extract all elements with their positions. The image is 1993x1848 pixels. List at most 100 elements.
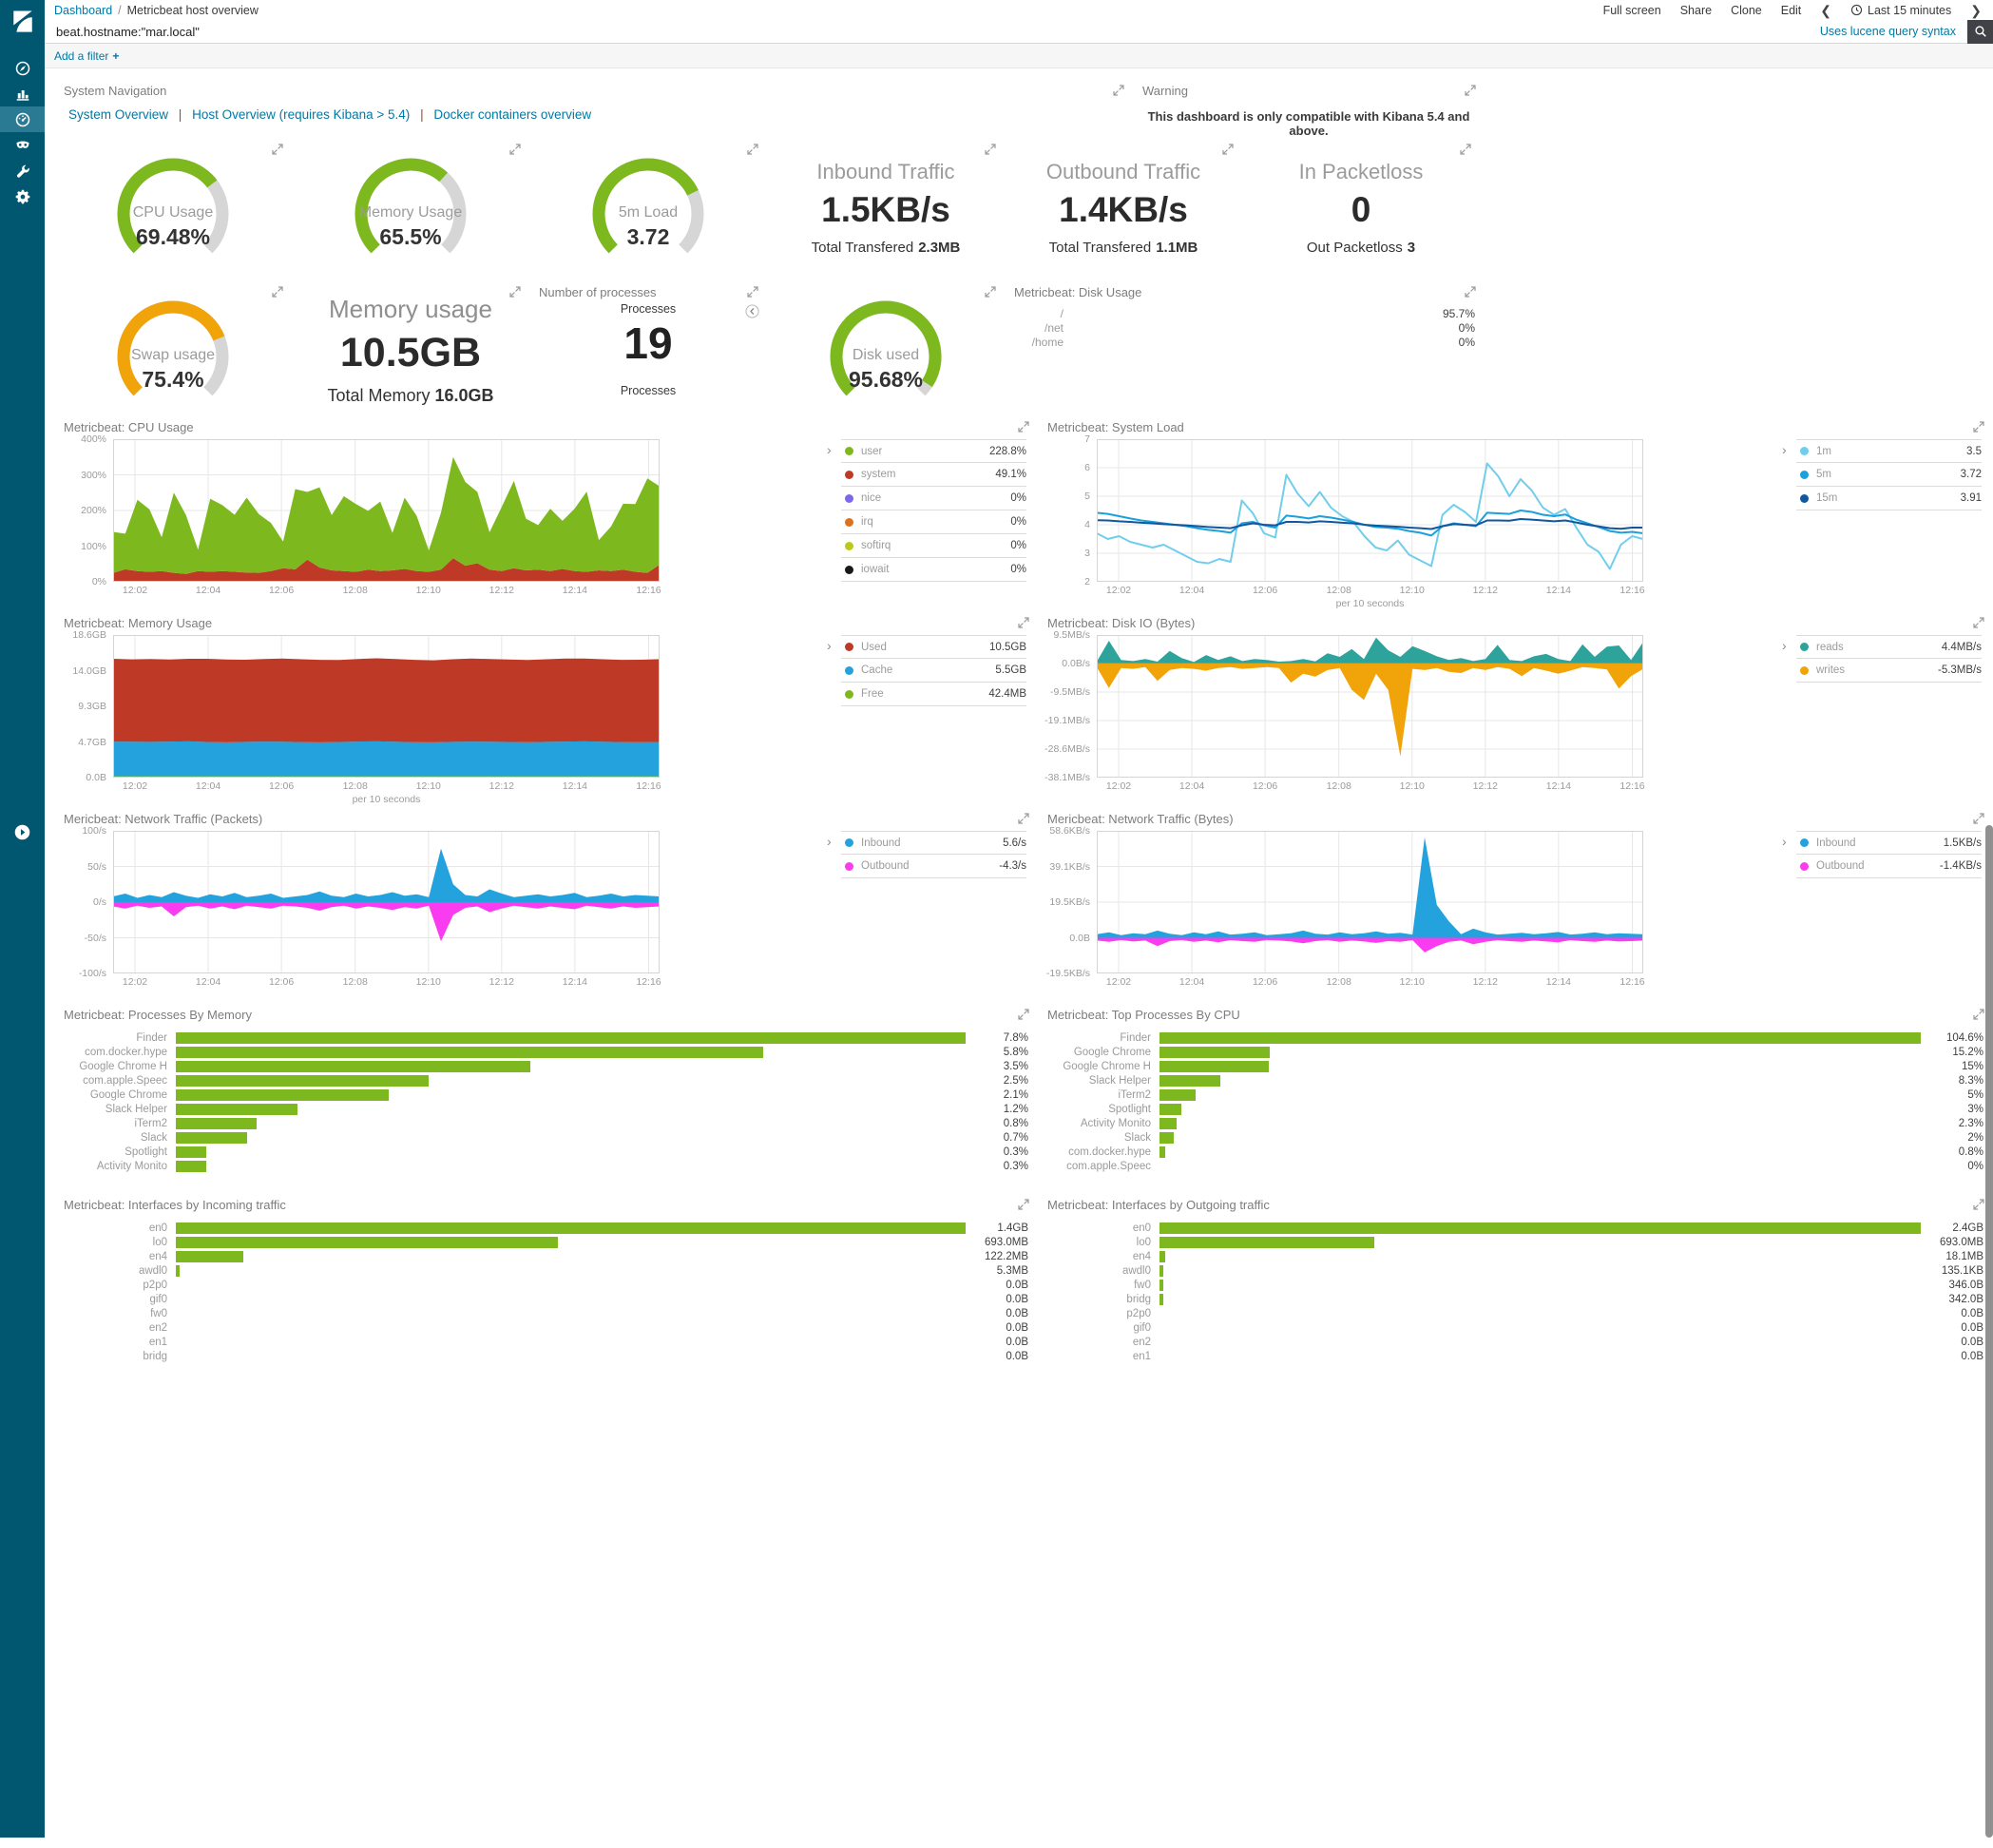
full-screen-button[interactable]: Full screen bbox=[1603, 4, 1661, 17]
sidebar-item-visualize[interactable] bbox=[0, 81, 45, 106]
bar[interactable] bbox=[1159, 1075, 1220, 1087]
expand-panel-icon[interactable] bbox=[509, 144, 521, 155]
chart-canvas[interactable] bbox=[1097, 831, 1643, 973]
expand-panel-icon[interactable] bbox=[1973, 617, 1984, 628]
bar[interactable] bbox=[1159, 1032, 1921, 1044]
bar[interactable] bbox=[176, 1061, 530, 1072]
edit-button[interactable]: Edit bbox=[1781, 4, 1802, 17]
expand-panel-icon[interactable] bbox=[1018, 1199, 1029, 1210]
chart-canvas[interactable] bbox=[113, 635, 660, 778]
share-button[interactable]: Share bbox=[1680, 4, 1712, 17]
add-filter-plus-icon[interactable]: + bbox=[112, 49, 119, 63]
expand-panel-icon[interactable] bbox=[1222, 144, 1234, 155]
legend-item[interactable]: writes-5.3MB/s bbox=[1796, 659, 1982, 683]
chart-canvas[interactable] bbox=[113, 831, 660, 973]
bar[interactable] bbox=[176, 1104, 297, 1115]
bar[interactable] bbox=[176, 1265, 180, 1277]
bar[interactable] bbox=[176, 1222, 966, 1234]
time-picker[interactable]: Last 15 minutes bbox=[1850, 4, 1951, 17]
expand-panel-icon[interactable] bbox=[1465, 286, 1476, 298]
clone-button[interactable]: Clone bbox=[1731, 4, 1762, 17]
bar[interactable] bbox=[1159, 1280, 1163, 1291]
expand-panel-icon[interactable] bbox=[1018, 813, 1029, 824]
expand-panel-icon[interactable] bbox=[272, 144, 283, 155]
bar[interactable] bbox=[1159, 1104, 1181, 1115]
bar[interactable] bbox=[1159, 1294, 1163, 1305]
bar[interactable] bbox=[1159, 1146, 1165, 1158]
bar[interactable] bbox=[1159, 1061, 1269, 1072]
bar[interactable] bbox=[176, 1237, 558, 1248]
bar[interactable] bbox=[1159, 1265, 1163, 1277]
expand-panel-icon[interactable] bbox=[985, 144, 996, 155]
bar[interactable] bbox=[176, 1251, 243, 1262]
bar[interactable] bbox=[1159, 1237, 1374, 1248]
expand-panel-icon[interactable] bbox=[1460, 144, 1471, 155]
lucene-syntax-link[interactable]: Uses lucene query syntax bbox=[1820, 25, 1956, 38]
expand-panel-icon[interactable] bbox=[509, 286, 521, 298]
bar[interactable] bbox=[176, 1161, 206, 1172]
expand-panel-icon[interactable] bbox=[1973, 421, 1984, 433]
expand-panel-icon[interactable] bbox=[272, 286, 283, 298]
link-system-overview[interactable]: System Overview bbox=[68, 107, 168, 122]
bar[interactable] bbox=[176, 1132, 247, 1144]
bar[interactable] bbox=[176, 1075, 429, 1087]
bar[interactable] bbox=[1159, 1222, 1921, 1234]
time-back-icon[interactable]: ❮ bbox=[1820, 4, 1831, 17]
legend-collapse-icon[interactable]: › bbox=[827, 442, 832, 457]
sidebar-item-dev-tools[interactable] bbox=[0, 158, 45, 183]
legend-collapse-icon[interactable]: › bbox=[1782, 834, 1787, 849]
breadcrumb-dashboard-link[interactable]: Dashboard bbox=[54, 4, 112, 17]
legend-collapse-icon[interactable]: › bbox=[827, 834, 832, 849]
sidebar-collapse-button[interactable] bbox=[0, 823, 45, 841]
expand-panel-icon[interactable] bbox=[1018, 1009, 1029, 1020]
expand-panel-icon[interactable] bbox=[1973, 1009, 1984, 1020]
sidebar-item-timelion[interactable] bbox=[0, 132, 45, 158]
link-host-overview[interactable]: Host Overview (requires Kibana > 5.4) bbox=[192, 107, 410, 122]
bar[interactable] bbox=[1159, 1118, 1177, 1129]
add-filter-link[interactable]: Add a filter bbox=[54, 49, 108, 63]
expand-panel-icon[interactable] bbox=[1465, 85, 1476, 96]
sidebar-item-discover[interactable] bbox=[0, 55, 45, 81]
expand-panel-icon[interactable] bbox=[985, 286, 996, 298]
chart-canvas[interactable] bbox=[113, 439, 660, 582]
legend-collapse-icon[interactable]: › bbox=[1782, 442, 1787, 457]
chart-canvas[interactable] bbox=[1097, 635, 1643, 778]
bar[interactable] bbox=[1159, 1089, 1196, 1101]
bar[interactable] bbox=[176, 1047, 763, 1058]
sidebar-item-dashboard[interactable] bbox=[0, 106, 45, 132]
search-button[interactable] bbox=[1967, 20, 1993, 44]
bar[interactable] bbox=[176, 1146, 206, 1158]
expand-panel-icon[interactable] bbox=[1018, 421, 1029, 433]
search-input[interactable] bbox=[54, 24, 1820, 40]
time-forward-icon[interactable]: ❯ bbox=[1970, 4, 1982, 17]
expand-panel-icon[interactable] bbox=[747, 144, 758, 155]
bar[interactable] bbox=[1159, 1047, 1270, 1058]
expand-panel-icon[interactable] bbox=[1973, 813, 1984, 824]
bar[interactable] bbox=[1159, 1132, 1174, 1144]
bar[interactable] bbox=[176, 1089, 389, 1101]
legend-item[interactable]: Outbound-1.4KB/s bbox=[1796, 855, 1982, 878]
link-docker-overview[interactable]: Docker containers overview bbox=[433, 107, 591, 122]
page-scrollbar-thumb[interactable] bbox=[1985, 825, 1993, 1838]
legend-toggle-icon[interactable] bbox=[745, 304, 759, 318]
legend-collapse-icon[interactable]: › bbox=[1782, 638, 1787, 653]
legend-item[interactable]: Outbound-4.3/s bbox=[841, 855, 1026, 878]
sidebar-item-management[interactable] bbox=[0, 183, 45, 209]
bar[interactable] bbox=[176, 1118, 257, 1129]
expand-panel-icon[interactable] bbox=[1018, 617, 1029, 628]
expand-panel-icon[interactable] bbox=[1973, 1199, 1984, 1210]
expand-panel-icon[interactable] bbox=[1113, 85, 1124, 96]
